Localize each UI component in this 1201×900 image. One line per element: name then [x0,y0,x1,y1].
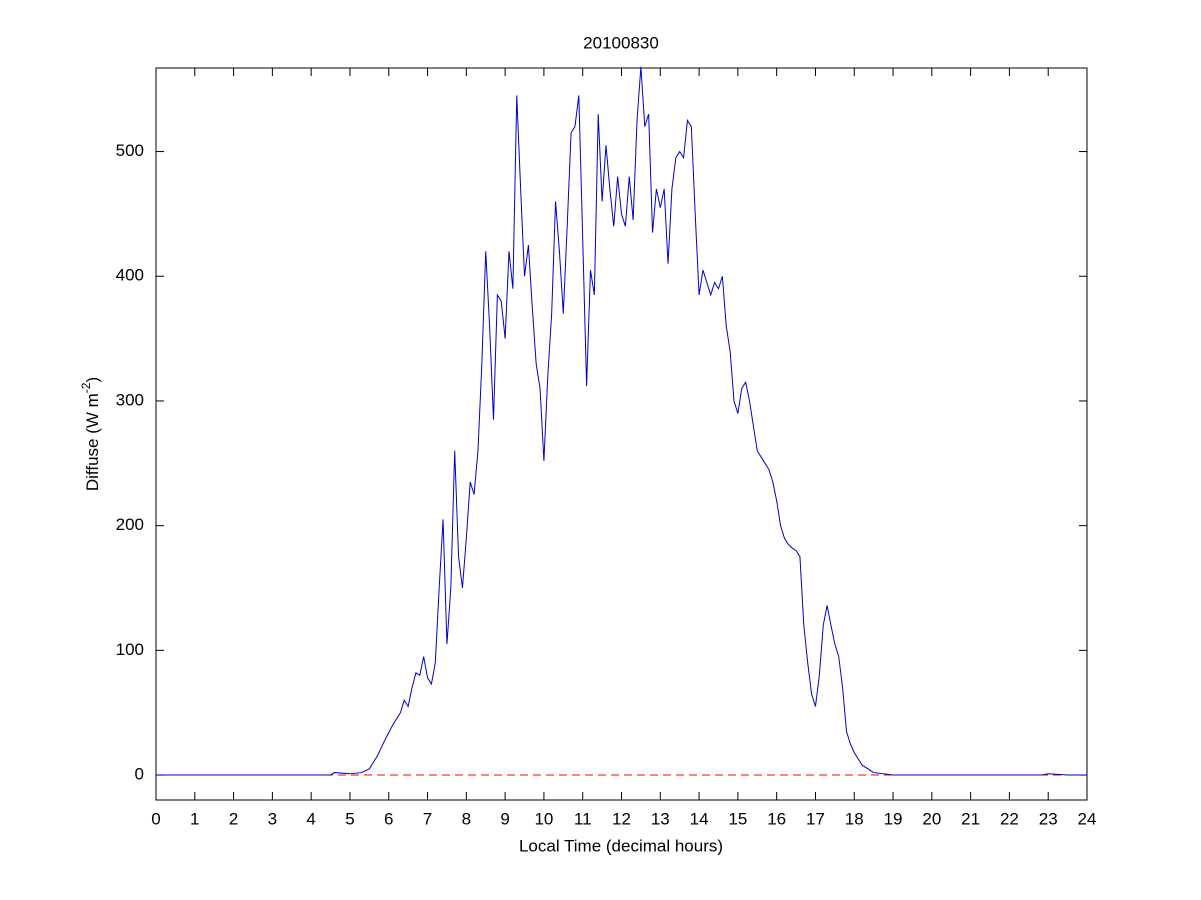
x-tick-label: 7 [423,809,432,828]
x-tick-label: 17 [806,809,825,828]
y-tick-label: 100 [116,640,144,659]
chart-title: 20100830 [583,33,659,52]
x-tick-label: 4 [306,809,315,828]
x-tick-label: 13 [651,809,670,828]
y-label-superscript: -2 [79,382,93,393]
x-axis-label: Local Time (decimal hours) [519,836,723,855]
y-tick-label: 200 [116,515,144,534]
x-tick-label: 3 [268,809,277,828]
y-tick-label: 500 [116,141,144,160]
plot-frame [155,67,1088,801]
x-tick-label: 11 [574,809,592,828]
x-tick-label: 14 [690,809,709,828]
y-tick-label: 0 [135,765,144,784]
y-tick-label: 400 [116,266,144,285]
y-label-text: ) [83,377,102,383]
x-tick-label: 18 [845,809,864,828]
x-tick-label: 1 [190,809,199,828]
x-tick-label: 19 [884,809,903,828]
y-tick-label: 300 [116,390,144,409]
y-axis-label: Diffuse (W m-2) [79,377,102,491]
data-line [156,66,1087,776]
x-tick-label: 23 [1039,809,1058,828]
x-tick-label: 21 [961,809,980,828]
x-tick-label: 20 [922,809,941,828]
x-tick-label: 22 [1000,809,1019,828]
x-tick-label: 8 [462,809,471,828]
x-tick-label: 9 [500,809,509,828]
x-tick-label: 0 [151,809,160,828]
x-tick-label: 6 [384,809,393,828]
x-tick-label: 12 [612,809,631,828]
x-tick-label: 2 [229,809,238,828]
y-label-text: Diffuse (W m [83,393,102,491]
x-tick-label: 5 [345,809,354,828]
x-tick-label: 15 [728,809,747,828]
x-tick-label: 16 [767,809,786,828]
x-tick-label: 10 [534,809,553,828]
x-tick-label: 24 [1078,809,1097,828]
